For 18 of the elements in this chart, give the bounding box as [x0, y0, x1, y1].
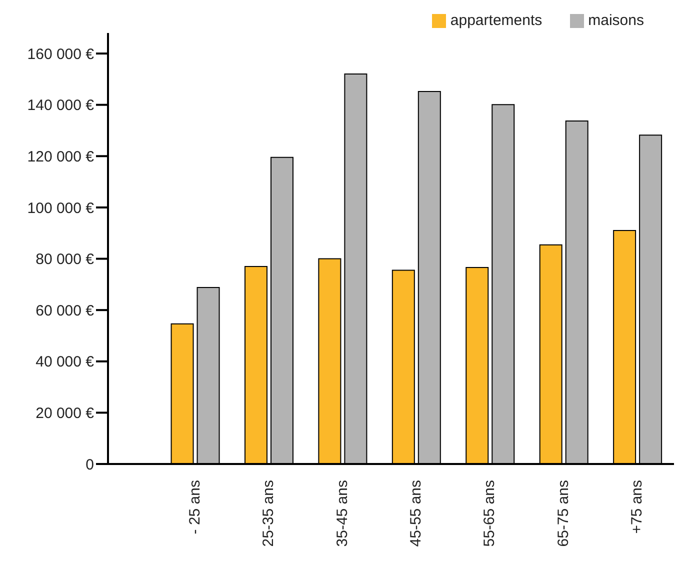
x-tick-label: 65-75 ans	[554, 480, 572, 547]
x-tick-label: 35-45 ans	[334, 480, 351, 547]
y-tick-label: 160 000 €	[27, 46, 95, 63]
y-tick-label: 140 000 €	[27, 97, 95, 114]
y-tick-label: 40 000 €	[36, 354, 95, 371]
x-tick-label: 55-65 ans	[481, 480, 498, 547]
x-tick-label: - 25 ans	[186, 480, 204, 534]
x-tick-label: 45-55 ans	[408, 480, 424, 547]
y-tick-label: 100 000 €	[27, 200, 95, 217]
x-tick-label: 25-35 ans	[260, 480, 278, 547]
y-tick-label: 60 000 €	[36, 302, 95, 320]
y-tick-label: 80 000 €	[36, 251, 95, 268]
y-tick-label: 0	[86, 456, 94, 474]
x-tick-label: +75 ans	[628, 480, 646, 534]
legend-label: appartements	[450, 12, 542, 29]
y-tick-label: 20 000 €	[36, 405, 95, 422]
legend-label: maisons	[588, 12, 644, 29]
y-tick-label: 120 000 €	[27, 148, 95, 166]
